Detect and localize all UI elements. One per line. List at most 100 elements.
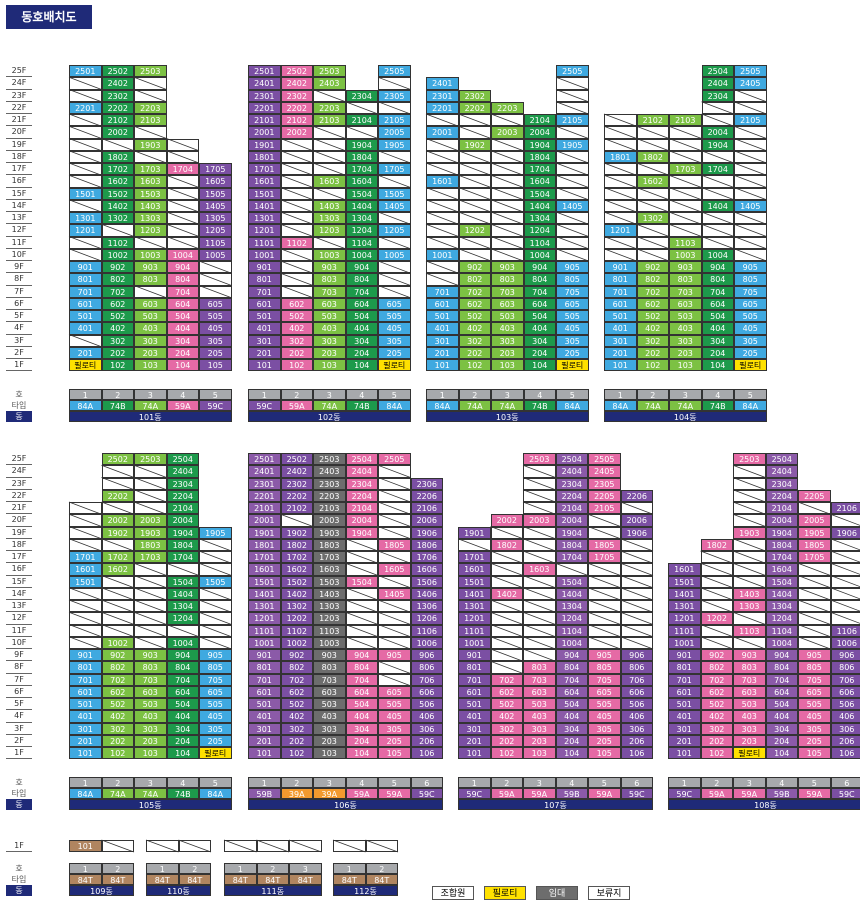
unit-cell: 1505: [199, 187, 232, 200]
unit-cell: 601: [668, 685, 701, 698]
unit-cell: 206: [830, 734, 860, 747]
unit-cell: 1404: [166, 587, 199, 600]
unit-cell: 403: [523, 710, 556, 723]
ho-label: 1: [458, 777, 491, 789]
empty-unit: [523, 575, 556, 588]
unit-cell: 902: [101, 261, 134, 274]
unit-cell: 2503: [313, 65, 346, 78]
ho-label: 2: [636, 389, 669, 401]
empty-unit: [458, 236, 491, 249]
unit-cell: 2504: [345, 453, 378, 466]
unit-cell: 1404: [555, 587, 588, 600]
empty-unit: [378, 175, 411, 188]
empty-unit: [556, 163, 589, 176]
legend-item: 필로티: [484, 886, 526, 900]
unit-cell: 1404: [765, 587, 798, 600]
unit-cell: 501: [248, 698, 281, 711]
empty-unit: [199, 285, 232, 298]
pilotis-cell: 필로티: [199, 747, 232, 760]
floor-label: 23F: [6, 90, 32, 102]
unit-cell: 106: [830, 747, 860, 760]
type-label: 84T: [256, 874, 289, 885]
empty-unit: [134, 150, 167, 163]
unit-cell: 803: [733, 661, 766, 674]
unit-cell: 704: [701, 285, 734, 298]
ho-label: 2: [101, 389, 134, 401]
unit-cell: 2305: [378, 89, 411, 102]
empty-unit: [734, 224, 767, 237]
unit-cell: 205: [378, 734, 411, 747]
empty-unit: [199, 600, 232, 613]
unit-cell: 601: [69, 297, 102, 310]
row-label-type: 타입: [6, 400, 32, 412]
unit-cell: 1902: [458, 138, 491, 151]
empty-unit: [199, 551, 232, 564]
unit-cell: 2204: [166, 489, 199, 502]
unit-cell: 1301: [248, 212, 281, 225]
unit-cell: 603: [313, 685, 346, 698]
unit-cell: 2202: [101, 101, 134, 114]
ho-label: 2: [458, 389, 491, 401]
unit-cell: 204: [555, 734, 588, 747]
unit-cell: 2104: [345, 502, 378, 515]
unit-cell: 1702: [280, 551, 313, 564]
ho-label: 3: [491, 389, 524, 401]
unit-cell: 703: [733, 673, 766, 686]
unit-cell: 402: [101, 710, 134, 723]
unit-cell: 803: [523, 661, 556, 674]
unit-cell: 1201: [248, 612, 281, 625]
floor-label: 3F: [6, 723, 32, 735]
unit-cell: 2304: [765, 477, 798, 490]
ho-label: 4: [345, 389, 378, 401]
unit-cell: 1505: [378, 187, 411, 200]
type-label: 74B: [523, 400, 556, 412]
unit-cell: 103: [491, 359, 524, 372]
unit-cell: 104: [345, 747, 378, 760]
unit-cell: 1304: [345, 212, 378, 225]
ho-label: 2: [256, 863, 289, 874]
empty-unit: [523, 502, 556, 515]
unit-cell: 2403: [313, 465, 346, 478]
unit-cell: 805: [798, 661, 831, 674]
type-label: 59A: [523, 788, 556, 800]
unit-cell: 1504: [166, 575, 199, 588]
floor-label: 10F: [6, 637, 32, 649]
empty-unit: [588, 624, 621, 637]
empty-unit: [199, 563, 232, 576]
unit-cell: 2404: [345, 465, 378, 478]
empty-unit: [733, 551, 766, 564]
empty-unit: [313, 163, 346, 176]
unit-cell: 1802: [101, 150, 134, 163]
unit-cell: 902: [700, 649, 733, 662]
ho-label: 2: [280, 777, 313, 789]
unit-cell: 1504: [523, 187, 556, 200]
type-label: 59C: [458, 788, 491, 800]
unit-cell: 205: [199, 734, 232, 747]
empty-unit: [556, 77, 589, 90]
empty-unit: [798, 502, 831, 515]
unit-cell: 1906: [620, 526, 653, 539]
dong-label: 104동: [604, 411, 767, 423]
unit-cell: 102: [280, 359, 313, 372]
unit-cell: 2104: [345, 114, 378, 127]
unit-cell: 1003: [134, 248, 167, 261]
empty-unit: [378, 489, 411, 502]
unit-cell: 2401: [248, 465, 281, 478]
unit-cell: 502: [636, 310, 669, 323]
unit-cell: 1805: [798, 538, 831, 551]
empty-unit: [830, 612, 860, 625]
unit-cell: 1906: [830, 526, 860, 539]
unit-cell: 705: [734, 285, 767, 298]
unit-cell: 2405: [588, 465, 621, 478]
empty-unit: [458, 538, 491, 551]
empty-unit: [636, 224, 669, 237]
unit-cell: 1802: [280, 538, 313, 551]
unit-cell: 2301: [248, 477, 281, 490]
empty-unit: [734, 89, 767, 102]
unit-cell: 1004: [765, 636, 798, 649]
unit-cell: 1704: [555, 551, 588, 564]
unit-cell: 605: [556, 297, 589, 310]
floor-label: 2F: [6, 347, 32, 359]
unit-cell: 604: [765, 685, 798, 698]
empty-unit: [588, 514, 621, 527]
